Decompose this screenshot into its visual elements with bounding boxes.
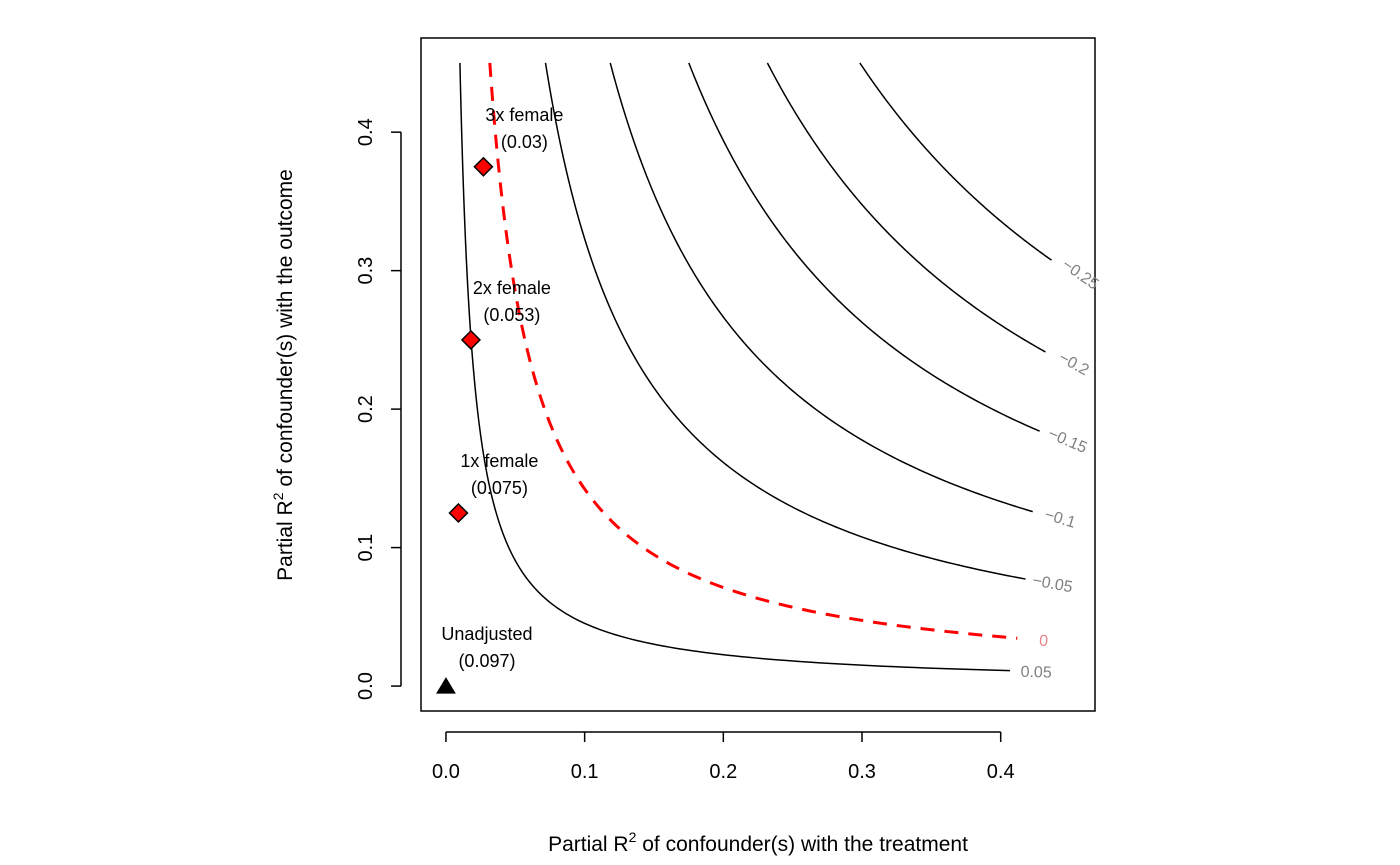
contour-labels: 0.050−0.05−0.1−0.15−0.2−0.25 <box>1020 256 1101 681</box>
point-label-value: (0.03) <box>501 132 548 152</box>
point-label-value: (0.075) <box>471 478 528 498</box>
point-label-name: 1x female <box>460 451 538 471</box>
contour-label: −0.1 <box>1042 506 1077 531</box>
contour-lines <box>459 62 1052 672</box>
data-points: Unadjusted (0.097) 1x female (0.075) 2x fema… <box>436 105 563 694</box>
plot-frame <box>420 37 1096 712</box>
x-axis-title: Partial R2 of confounder(s) with the tre… <box>548 829 968 856</box>
contour-label: 0 <box>1038 633 1048 651</box>
x-tick-label: 0.1 <box>571 761 599 783</box>
point-marker <box>448 502 469 524</box>
y-tick-label: 0.4 <box>355 118 377 146</box>
contour-line <box>609 62 1033 513</box>
contour-line <box>859 62 1052 261</box>
contour-label: −0.15 <box>1045 425 1089 457</box>
contour-line <box>544 62 1026 580</box>
x-tick-label: 0.2 <box>709 761 737 783</box>
x-tick-label: 0.0 <box>432 761 460 783</box>
contour-line <box>488 62 1018 640</box>
point-label-name: 3x female <box>485 105 563 125</box>
contour-label: −0.05 <box>1031 572 1074 596</box>
point-label-value: (0.053) <box>483 305 540 325</box>
y-tick-label: 0.3 <box>355 257 377 285</box>
point-label-name: Unadjusted <box>441 624 532 644</box>
x-tick-label: 0.3 <box>848 761 876 783</box>
y-axis-title: Partial R2 of confounder(s) with the out… <box>270 169 297 581</box>
y-tick-label: 0.1 <box>355 534 377 562</box>
point-marker <box>460 329 481 350</box>
point-marker <box>473 156 494 177</box>
y-tick-label: 0.2 <box>355 395 377 423</box>
contour-label: −0.2 <box>1056 349 1092 379</box>
contour-line <box>688 62 1040 432</box>
x-tick-label: 0.4 <box>987 761 1015 783</box>
contour-line <box>766 62 1046 353</box>
y-axis: 0.0 0.1 0.2 0.3 0.4 <box>355 118 402 700</box>
point-label-value: (0.097) <box>458 651 515 671</box>
x-axis: 0.0 0.1 0.2 0.3 0.4 <box>432 731 1015 783</box>
point-label-name: 2x female <box>473 278 551 298</box>
contour-line <box>459 62 1011 672</box>
y-tick-label: 0.0 <box>355 672 377 700</box>
point-marker <box>436 677 456 694</box>
contour-label: 0.05 <box>1020 664 1052 682</box>
